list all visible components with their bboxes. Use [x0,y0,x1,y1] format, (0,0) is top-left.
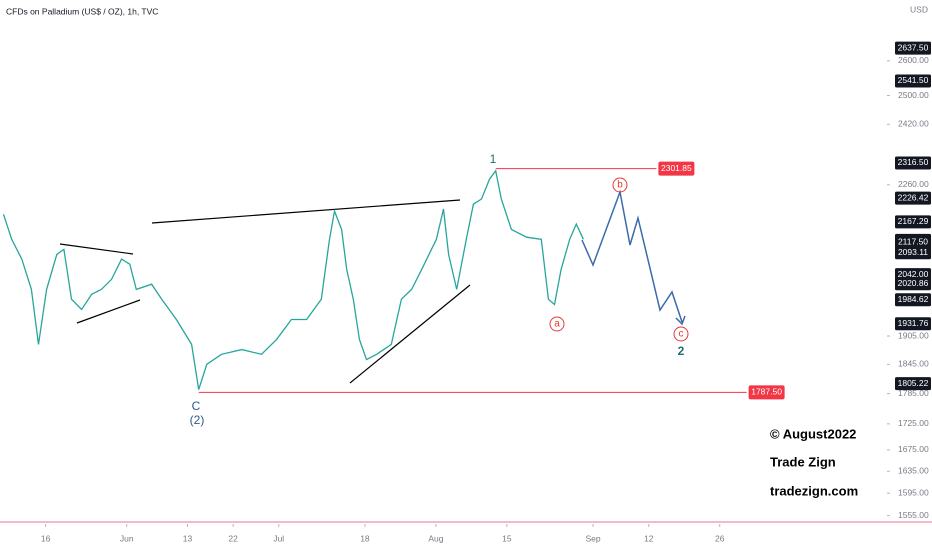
wave-label: C [192,399,201,413]
y-tick-label: 1635.00 [898,466,929,476]
price-label: 2093.11 [898,247,928,257]
price-label: 2541.50 [898,75,929,85]
level-label: 2301.85 [661,163,692,173]
wave-circle [612,177,628,193]
price-line [2,169,584,390]
price-box [895,156,931,170]
price-label: 1984.62 [898,294,929,304]
price-box [895,41,931,55]
y-tick-label: 2600.00 [898,55,929,65]
price-label: 2020.86 [898,278,929,288]
y-tick-label: 1555.00 [898,510,929,520]
projection [581,189,686,326]
price-label: 2226.42 [898,192,929,202]
wave-label: a [554,319,560,330]
chart-title: CFDs on Palladium (US$ / OZ), 1h, TVC [6,6,158,16]
y-tick-label: 1595.00 [898,487,929,497]
y-tick-label: 1675.00 [898,444,929,454]
price-box [895,293,931,307]
price-label: 1931.76 [898,318,929,328]
wave-circle [673,326,689,342]
price-label: 2637.50 [898,42,929,52]
y-tick-label: 2260.00 [898,179,929,189]
x-tick-label: 12 [644,533,654,543]
x-tick-label: 15 [502,533,512,543]
price-box [895,317,931,331]
y-tick-label: 1725.00 [898,418,929,428]
price-box [895,377,931,391]
price-label: 1805.22 [898,378,929,388]
y-tick-label: 1905.00 [898,330,929,340]
price-box [895,191,931,205]
currency: USD [910,4,928,14]
watermark: tradezign.com [770,483,858,498]
level-label: 1787.50 [751,387,782,397]
x-tick-label: 16 [41,533,51,543]
x-tick-label: 18 [360,533,370,543]
y-tick-label: 1785.00 [898,388,929,398]
wave-label: 1 [490,152,497,166]
x-tick-label: 22 [228,533,238,543]
y-tick-label: 2500.00 [898,90,929,100]
level-box [748,385,785,400]
level-box [658,161,695,176]
price-label: 2167.29 [898,216,929,226]
y-tick-label: 2420.00 [898,119,929,129]
x-tick-label: 26 [715,533,725,543]
x-tick-label: Jun [120,533,134,543]
watermark: © August2022 [770,426,856,441]
wave-label: 2 [678,344,685,358]
watermark: Trade Zign [770,454,836,469]
x-tick-label: Sep [585,533,600,543]
wave-label: (2) [190,413,205,427]
wave-label: c [679,329,684,340]
price-label: 2316.50 [898,157,929,167]
trend-lines [59,199,471,384]
x-tick-label: Jul [273,533,284,543]
wave-label: b [617,180,623,191]
x-tick-label: 13 [183,533,193,543]
price-box [895,74,931,88]
price-label: 2117.50 [898,237,928,247]
price-label: 2042.00 [898,269,929,279]
x-tick-label: Aug [428,533,443,543]
price-box [895,235,931,249]
price-box [895,215,931,229]
wave-circle [549,316,565,332]
price-box [895,246,931,260]
price-box [895,277,931,291]
y-tick-label: 1845.00 [898,359,929,369]
